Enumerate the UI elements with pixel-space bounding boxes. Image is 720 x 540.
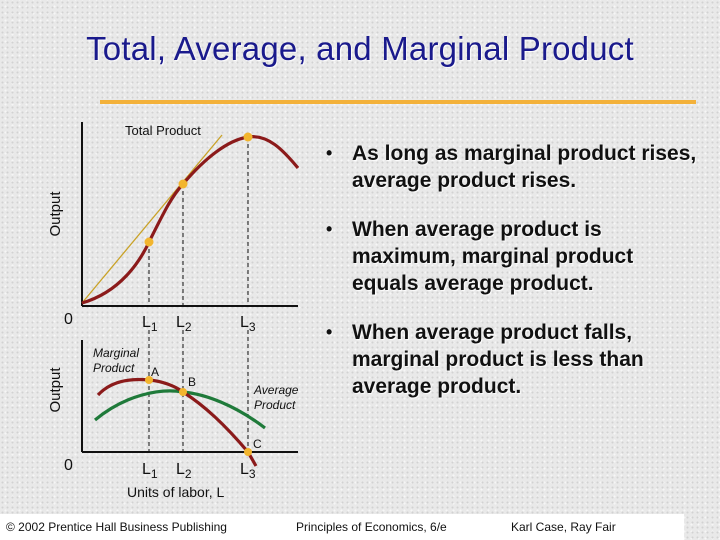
marginal-product-max-point (145, 376, 153, 384)
bullet-list: • As long as marginal product rises, aver… (322, 140, 702, 422)
total-product-point-l2 (178, 179, 188, 189)
footer-authors: Karl Case, Ray Fair (511, 520, 616, 534)
top-tick-l2: L2 (176, 314, 192, 334)
point-label-a: A (151, 365, 159, 379)
slide-title: Total, Average, and Marginal Product (86, 30, 634, 67)
bullet-item: • As long as marginal product rises, aver… (322, 140, 702, 194)
top-tick-l1: L1 (142, 314, 158, 334)
top-y-axis-label: Output (47, 191, 64, 237)
marginal-average-product-chart: Output 0 Marginal Product Average Produc… (47, 330, 299, 500)
average-product-tangent-ray (81, 134, 223, 304)
marginal-product-label-line2: Product (93, 361, 135, 375)
average-product-label-line1: Average (253, 383, 299, 397)
bottom-tick-l3: L3 (240, 461, 256, 481)
bullet-text: When average product is maximum, margina… (352, 218, 634, 295)
total-product-curve (81, 135, 300, 305)
bullet-item: • When average product is maximum, margin… (322, 216, 702, 297)
bottom-origin-label: 0 (64, 457, 73, 474)
bottom-tick-l2: L2 (176, 461, 192, 481)
marginal-product-zero-point (244, 448, 252, 456)
average-product-label-line2: Product (254, 398, 296, 412)
bullet-dot-icon: • (326, 143, 333, 163)
footer-book-title: Principles of Economics, 6/e (296, 520, 447, 534)
bullet-item: • When average product falls, marginal pr… (322, 319, 702, 400)
top-tick-l3: L3 (240, 314, 256, 334)
bullet-text: When average product falls, marginal pro… (352, 321, 644, 398)
title-underline (100, 100, 696, 104)
marginal-product-label-line1: Marginal (93, 346, 139, 360)
bottom-y-axis-label: Output (47, 367, 64, 413)
top-origin-label: 0 (64, 311, 73, 328)
marginal-product-curve (96, 377, 258, 467)
point-label-c: C (253, 437, 262, 451)
total-product-label: Total Product (125, 123, 201, 138)
slide-footer: © 2002 Prentice Hall Business Publishing… (0, 514, 684, 540)
total-product-chart: Output 0 Total Product L1 L2 L3 (47, 122, 300, 334)
point-label-b: B (188, 375, 196, 389)
bullet-text: As long as marginal product rises, avera… (352, 142, 697, 192)
footer-copyright: © 2002 Prentice Hall Business Publishing (6, 520, 227, 534)
total-product-point-l3 (243, 132, 253, 142)
total-product-point-l1 (144, 237, 154, 247)
bottom-tick-l1: L1 (142, 461, 158, 481)
bullet-dot-icon: • (326, 219, 333, 239)
average-product-max-point (179, 388, 187, 396)
bottom-x-axis-label: Units of labor, L (127, 484, 224, 500)
average-product-curve (93, 389, 266, 430)
bullet-dot-icon: • (326, 322, 333, 342)
